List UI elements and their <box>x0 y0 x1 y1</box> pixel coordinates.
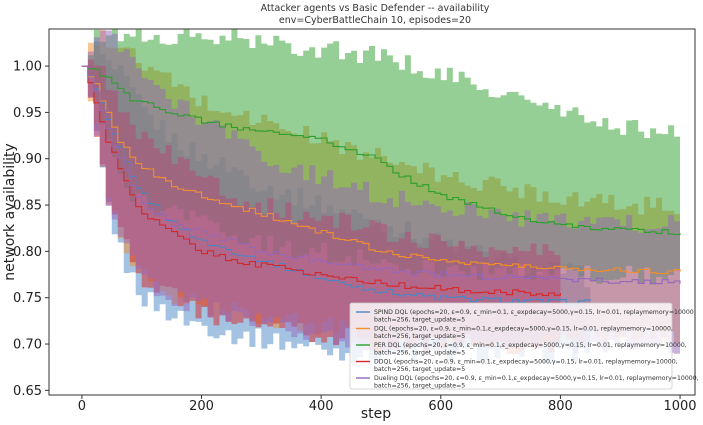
y-axis-label: network availability <box>2 143 18 280</box>
legend-label-line2-3: batch=256, target_update=5 <box>374 366 465 373</box>
legend-frame <box>349 302 673 390</box>
x-axis-label: step <box>361 406 391 422</box>
x-tick-label-3: 600 <box>428 399 453 414</box>
legend: SPIND DQL (epochs=20, ε=0.9, ε_min=0.1, … <box>349 302 699 390</box>
legend-label-2: PER DQL (epochs=20, ε=0.9, ε_min=0.1,ε_e… <box>374 342 687 349</box>
chart-title: Attacker agents vs Basic Defender -- ava… <box>261 3 490 14</box>
x-tick-label-1: 200 <box>189 399 214 414</box>
legend-label-1: DQL (epochs=20, ε=0.9, ε_min=0.1,ε_expde… <box>374 326 673 333</box>
legend-label-4: Dueling DQL (epochs=20, ε=0.9, ε_min=0.1… <box>374 375 699 382</box>
y-tick-label-6: 0.95 <box>13 106 42 121</box>
y-tick-label-7: 1.00 <box>13 60 42 75</box>
series-line-4 <box>81 65 681 285</box>
y-tick-label-4: 0.85 <box>13 199 42 214</box>
series-line-3 <box>81 65 561 297</box>
series-line-1 <box>81 65 681 275</box>
confidence-band-4 <box>81 30 680 354</box>
x-tick-label-2: 400 <box>309 399 334 414</box>
legend-label-line2-0: batch=256, target_update=5 <box>374 317 465 324</box>
y-axis-ticks: 0.65 0.70 0.75 0.80 0.85 0.90 0.95 1.00 <box>13 60 49 399</box>
legend-label-line2-4: batch=256, target_update=5 <box>374 383 465 390</box>
y-tick-label-5: 0.90 <box>13 152 42 167</box>
y-tick-label-2: 0.75 <box>13 291 42 306</box>
legend-label-0: SPIND DQL (epochs=20, ε=0.9, ε_min=0.1, … <box>374 309 696 316</box>
x-axis-ticks: 0 200 400 600 800 1000 <box>78 395 697 414</box>
legend-label-line2-1: batch=256, target_update=5 <box>374 333 465 340</box>
chart-subtitle: env=CyberBattleChain 10, episodes=20 <box>279 15 471 26</box>
x-tick-label-0: 0 <box>78 399 86 414</box>
plot-frame <box>48 28 696 396</box>
y-tick-label-3: 0.80 <box>13 245 42 260</box>
series-line-2 <box>81 65 681 236</box>
x-tick-label-5: 1000 <box>663 399 696 414</box>
x-tick-label-4: 800 <box>548 399 573 414</box>
legend-label-line2-2: batch=256, target_update=5 <box>374 350 465 357</box>
legend-label-3: DDQL (epochs=20, ε=0.9, ε_min=0.1,ε_expd… <box>374 359 678 366</box>
y-tick-label-1: 0.70 <box>13 338 42 353</box>
y-tick-label-0: 0.65 <box>13 384 42 399</box>
